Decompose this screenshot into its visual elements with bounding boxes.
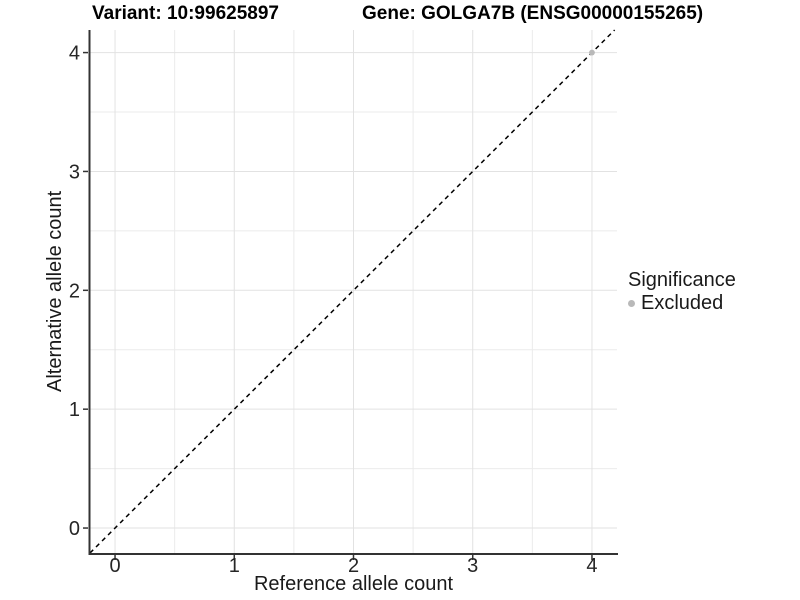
x-tick-label: 4 bbox=[586, 555, 597, 577]
x-axis-title: Reference allele count bbox=[253, 573, 453, 595]
axis-lines bbox=[88, 30, 618, 555]
legend-dot bbox=[628, 299, 635, 307]
y-tick-label: 2 bbox=[69, 280, 80, 302]
legend-item-label: Excluded bbox=[641, 292, 724, 314]
ticks bbox=[83, 51, 593, 560]
tick-labels: 0 1 2 3 4 0 1 2 3 4 bbox=[69, 43, 598, 577]
y-tick-label: 3 bbox=[69, 161, 80, 183]
y-tick-label: 0 bbox=[69, 518, 80, 540]
data-point bbox=[589, 49, 595, 56]
x-tick-label: 3 bbox=[467, 555, 478, 577]
x-tick-label: 2 bbox=[348, 555, 359, 577]
grid-major bbox=[90, 30, 617, 553]
identity-line-group bbox=[89, 29, 616, 554]
y-tick-label: 4 bbox=[69, 43, 80, 65]
x-tick-label: 0 bbox=[109, 555, 120, 577]
legend-title: Significance bbox=[628, 269, 736, 291]
x-tick-label: 1 bbox=[229, 555, 240, 577]
grid-minor bbox=[90, 30, 617, 553]
variant-title: Variant: 10:99625897 bbox=[92, 3, 279, 24]
legend-item-excluded: Excluded bbox=[628, 292, 736, 314]
gene-title: Gene: GOLGA7B (ENSG00000155265) bbox=[362, 3, 704, 24]
y-tick-label: 1 bbox=[69, 399, 80, 421]
identity-line bbox=[89, 29, 616, 554]
data-points bbox=[589, 49, 595, 56]
y-axis-title: Alternative allele count bbox=[44, 190, 66, 393]
legend: Significance Excluded bbox=[628, 268, 736, 314]
